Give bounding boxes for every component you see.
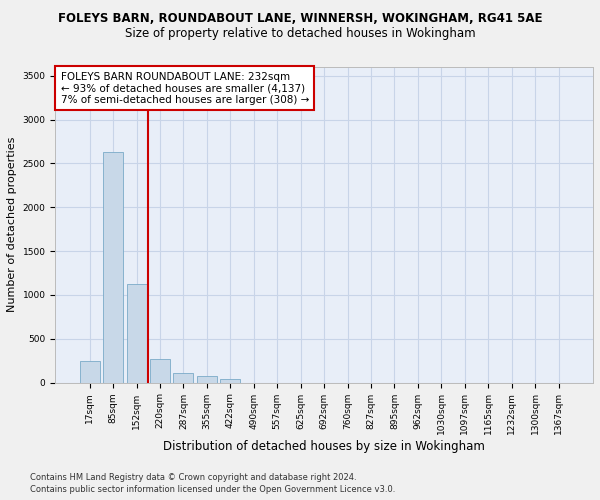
Bar bbox=[127, 284, 146, 382]
Text: Size of property relative to detached houses in Wokingham: Size of property relative to detached ho… bbox=[125, 28, 475, 40]
Text: Contains public sector information licensed under the Open Government Licence v3: Contains public sector information licen… bbox=[30, 485, 395, 494]
Y-axis label: Number of detached properties: Number of detached properties bbox=[7, 137, 17, 312]
Text: FOLEYS BARN, ROUNDABOUT LANE, WINNERSH, WOKINGHAM, RG41 5AE: FOLEYS BARN, ROUNDABOUT LANE, WINNERSH, … bbox=[58, 12, 542, 26]
Text: FOLEYS BARN ROUNDABOUT LANE: 232sqm
← 93% of detached houses are smaller (4,137): FOLEYS BARN ROUNDABOUT LANE: 232sqm ← 93… bbox=[61, 72, 309, 105]
Bar bbox=[103, 152, 123, 382]
Bar bbox=[80, 360, 100, 382]
Bar bbox=[173, 373, 193, 382]
Bar bbox=[220, 379, 241, 382]
Bar bbox=[197, 376, 217, 382]
Text: Contains HM Land Registry data © Crown copyright and database right 2024.: Contains HM Land Registry data © Crown c… bbox=[30, 472, 356, 482]
X-axis label: Distribution of detached houses by size in Wokingham: Distribution of detached houses by size … bbox=[163, 440, 485, 453]
Bar bbox=[150, 359, 170, 382]
